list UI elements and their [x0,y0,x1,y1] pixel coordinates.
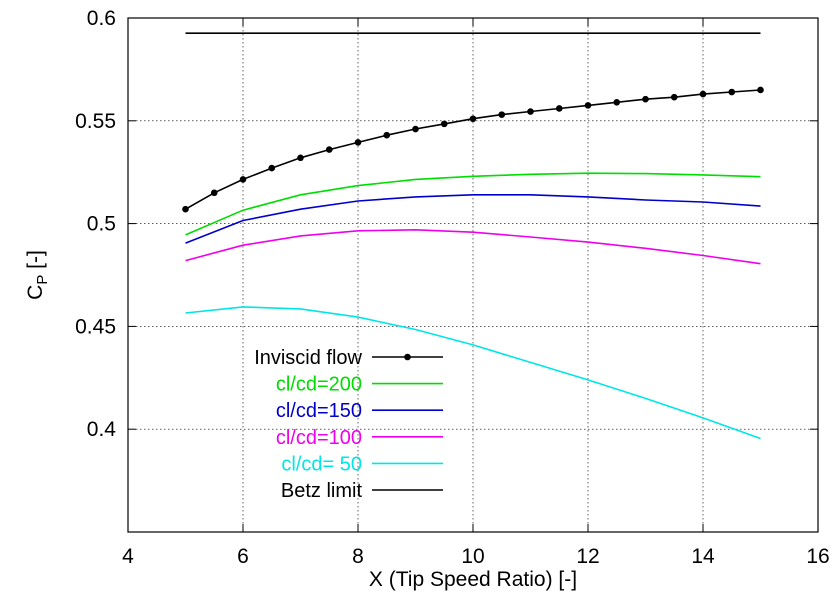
data-point [182,205,189,213]
y-axis-title-suffix: [-] [24,250,47,275]
data-point [297,154,304,162]
axis-ticks [127,17,819,532]
data-point [440,120,448,128]
x-tick-label: 12 [576,545,599,568]
data-point [757,86,764,94]
tick-labels: 4 6 8 10 12 14 16 0.4 0.45 0.5 0.55 0.6 [75,7,830,568]
x-tick-label: 6 [237,545,249,568]
data-point [613,98,621,106]
data-point [498,111,506,118]
y-tick-label: 0.6 [87,7,116,30]
data-point [728,88,736,96]
series-line-cl-cd-150 [185,194,761,244]
y-tick-label: 0.4 [87,418,117,441]
legend-label: Inviscid flow [254,347,362,369]
data-point [527,108,534,115]
y-tick-label: 0.45 [75,315,116,338]
y-axis-title-sub: P [34,275,51,285]
y-axis-title: CP [-] [24,250,51,300]
data-point [584,102,592,109]
y-tick-label: 0.55 [75,110,116,133]
x-tick-label: 14 [691,545,715,568]
x-tick-label: 16 [806,545,829,568]
series-group [182,32,764,440]
legend-label: Betz limit [281,480,363,502]
data-point [325,146,333,153]
data-point [412,125,419,133]
grid-lines [128,18,818,532]
legend-label: cl/cd=200 [276,374,362,396]
data-point [642,95,649,103]
x-tick-label: 4 [122,545,134,568]
data-point [239,176,247,183]
series-line-cl-cd-50 [185,306,761,440]
data-point [555,105,563,112]
legend-marker [404,353,411,361]
data-point [210,189,218,197]
y-axis-title-main: C [24,285,47,300]
x-tick-label: 10 [461,545,484,568]
legend-label: cl/cd=100 [276,427,362,449]
data-point [268,164,276,172]
data-point [469,115,477,123]
legend: Inviscid flow cl/cd=200 cl/cd=150 cl/cd=100… [254,347,443,502]
data-point [699,90,707,98]
data-point [670,93,678,101]
x-axis-title: X (Tip Speed Ratio) [-] [369,568,577,591]
data-point [354,139,362,146]
legend-label: cl/cd=150 [276,400,362,422]
y-tick-label: 0.5 [87,213,116,236]
series-line-cl-cd-100 [185,228,761,265]
legend-label: cl/cd= 50 [281,453,362,475]
x-tick-label: 8 [352,545,364,568]
data-point [383,131,391,139]
series-line-cl-cd-200 [185,172,761,236]
